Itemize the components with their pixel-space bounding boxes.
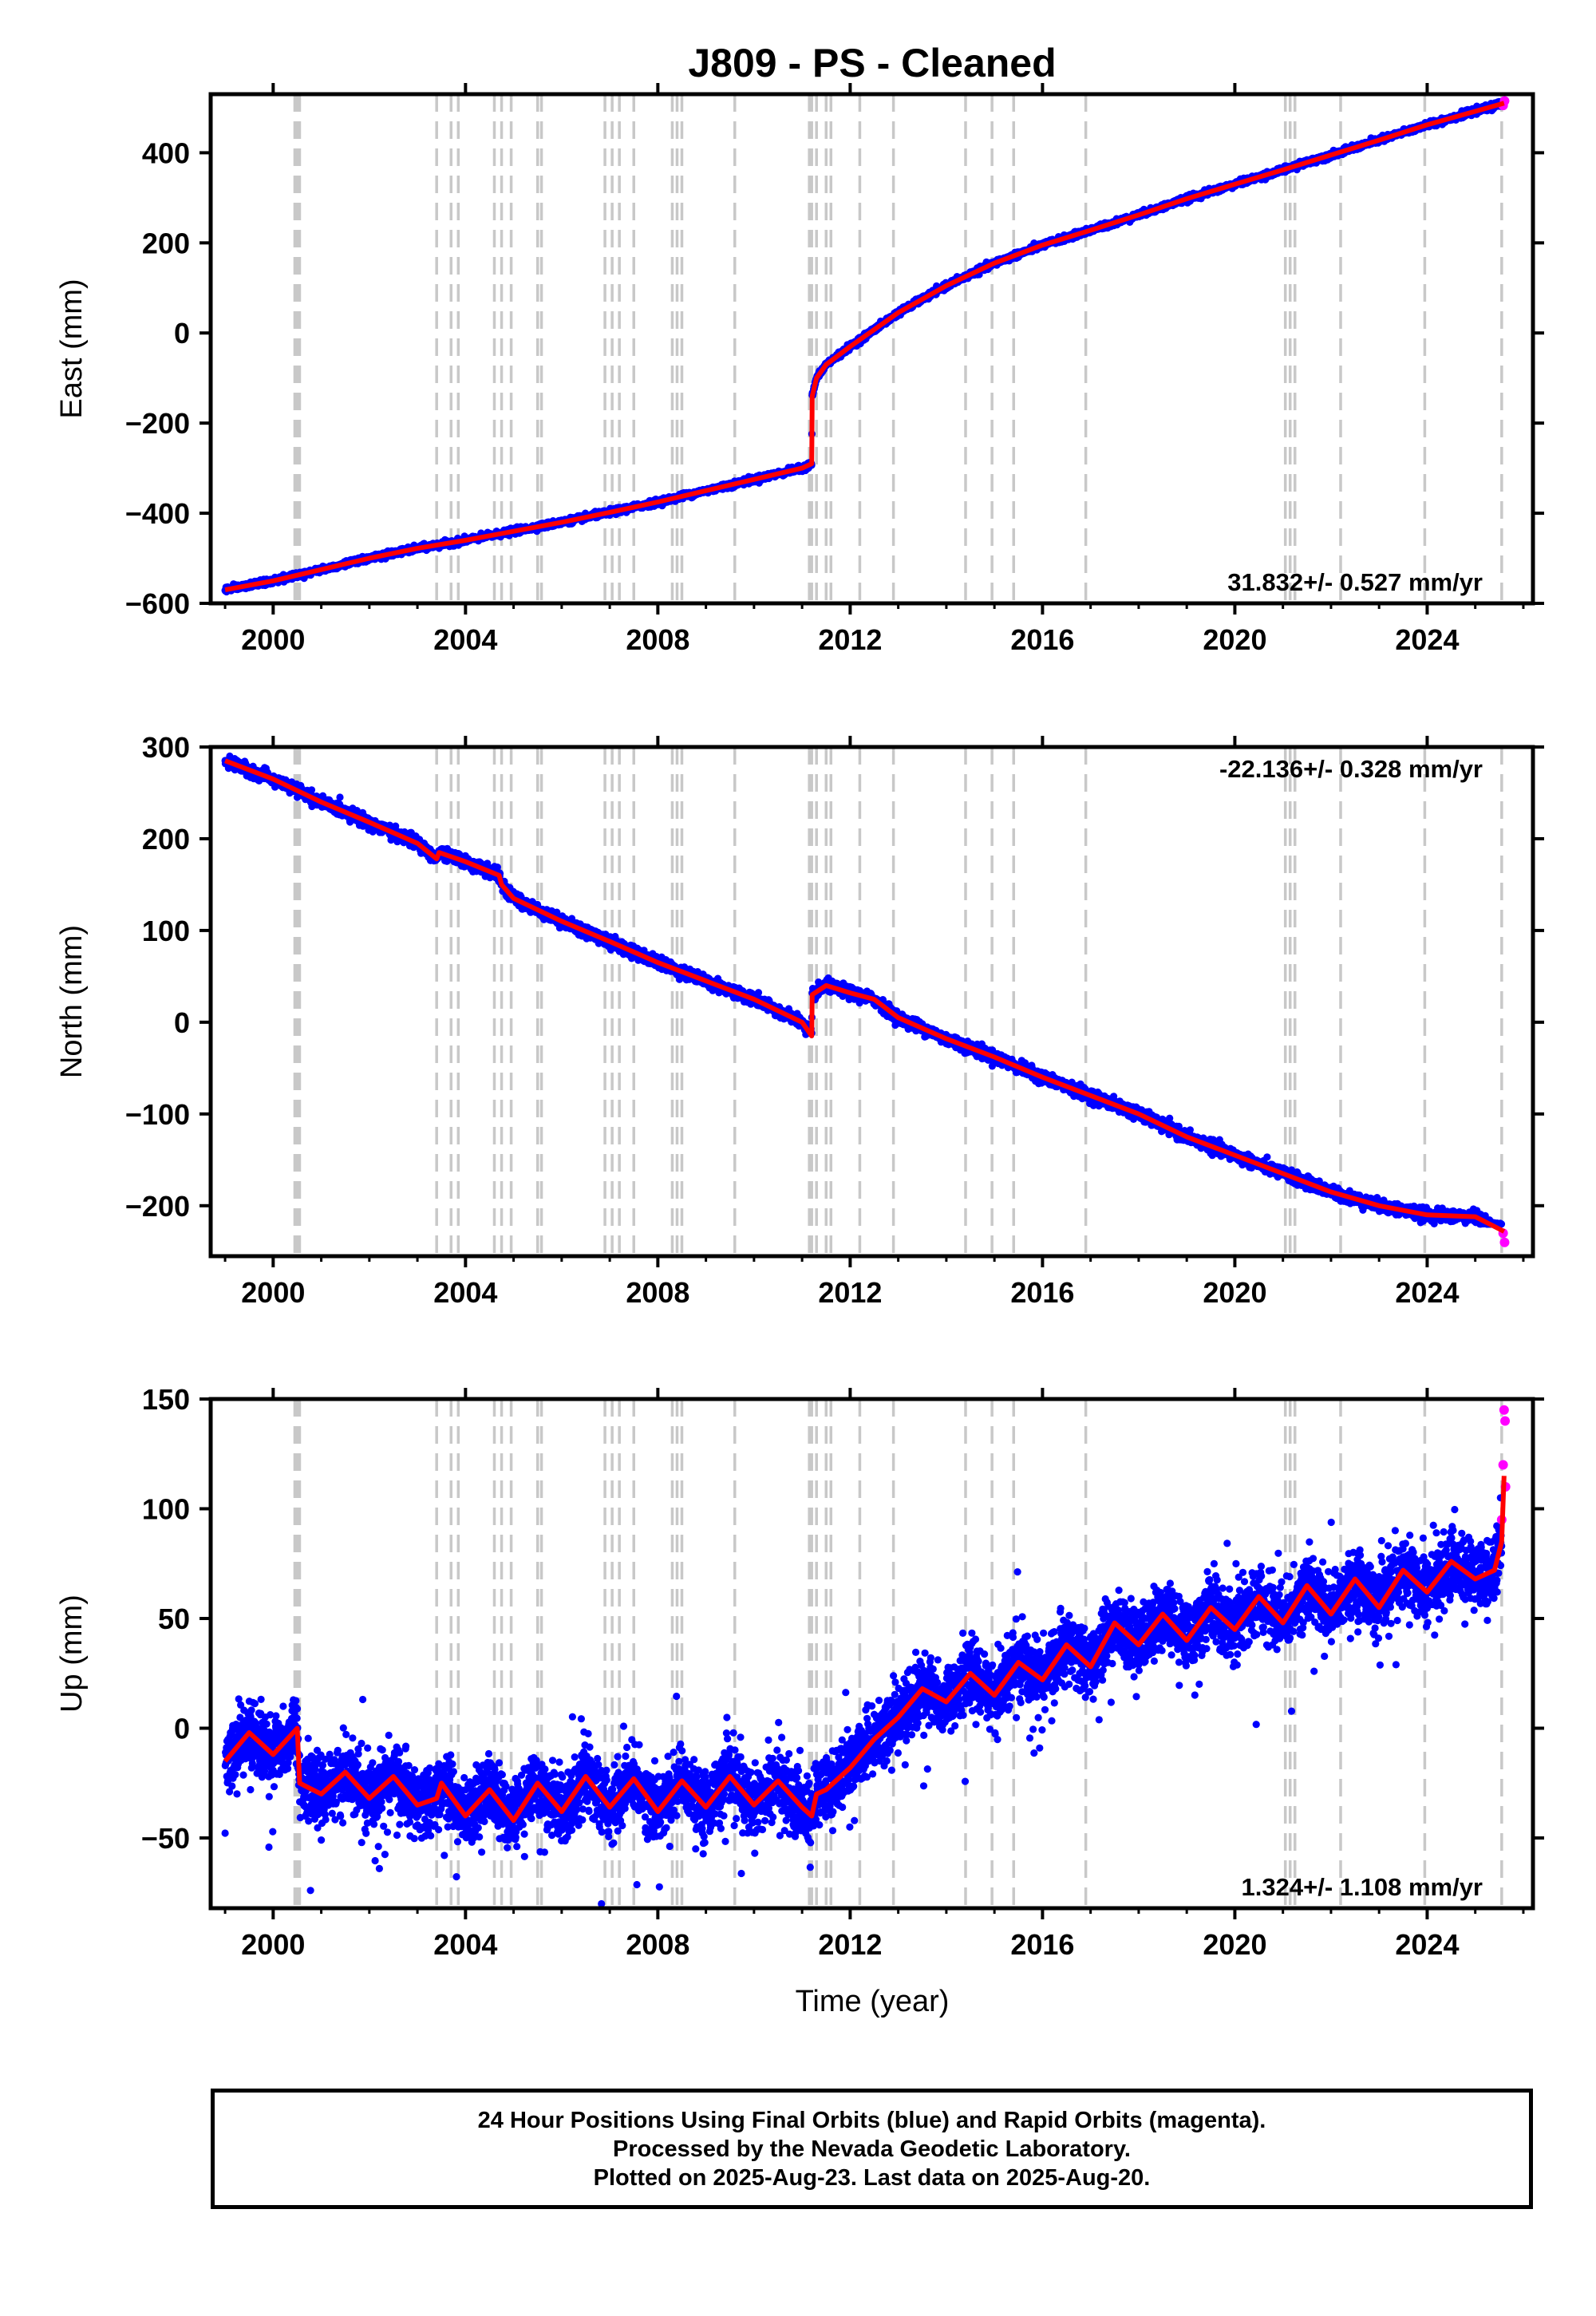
observations-north	[221, 752, 1506, 1228]
chart-title: J809 - PS - Cleaned	[688, 41, 1056, 85]
rate-annotation: 31.832+/- 0.527 mm/yr	[1227, 568, 1483, 596]
y-tick-label: 0	[174, 317, 190, 350]
data-point	[336, 793, 344, 801]
y-tick-label: −600	[125, 587, 190, 620]
panel-north: 2000 2004 2008 2012 2016 2020 2024−200−1000100…	[55, 731, 1544, 1309]
panel-east: 2000 2004 2008 2012 2016 2020 2024−600−400−200…	[55, 83, 1544, 656]
y-axis-label: East (mm)	[55, 279, 89, 418]
x-tick-label: 2024	[1395, 623, 1459, 656]
data-point	[307, 786, 316, 794]
event-lines-east	[293, 94, 1503, 603]
model-fit-line	[224, 101, 1505, 593]
x-tick-label: 2020	[1203, 623, 1266, 656]
y-tick-label: −400	[125, 497, 190, 530]
x-tick-label: 2000	[241, 623, 305, 656]
observations-east	[221, 97, 1506, 596]
y-tick-label: 200	[142, 227, 190, 259]
y-tick-label: −200	[125, 407, 190, 440]
x-tick-label: 2008	[626, 623, 689, 656]
plot-frame	[208, 92, 1535, 606]
panels-group: 2000 2004 2008 2012 2016 2020 2024−600−400−200…	[55, 83, 1544, 1961]
gps-timeseries-figure: J809 - PS - Cleaned 2000 2004 2008 2012 2016…	[55, 41, 1544, 2018]
x-tick-label: 2004	[433, 623, 497, 656]
y-tick-label: 400	[142, 136, 190, 169]
x-tick-label: 2012	[818, 623, 882, 656]
x-tick-label: 2016	[1010, 623, 1074, 656]
